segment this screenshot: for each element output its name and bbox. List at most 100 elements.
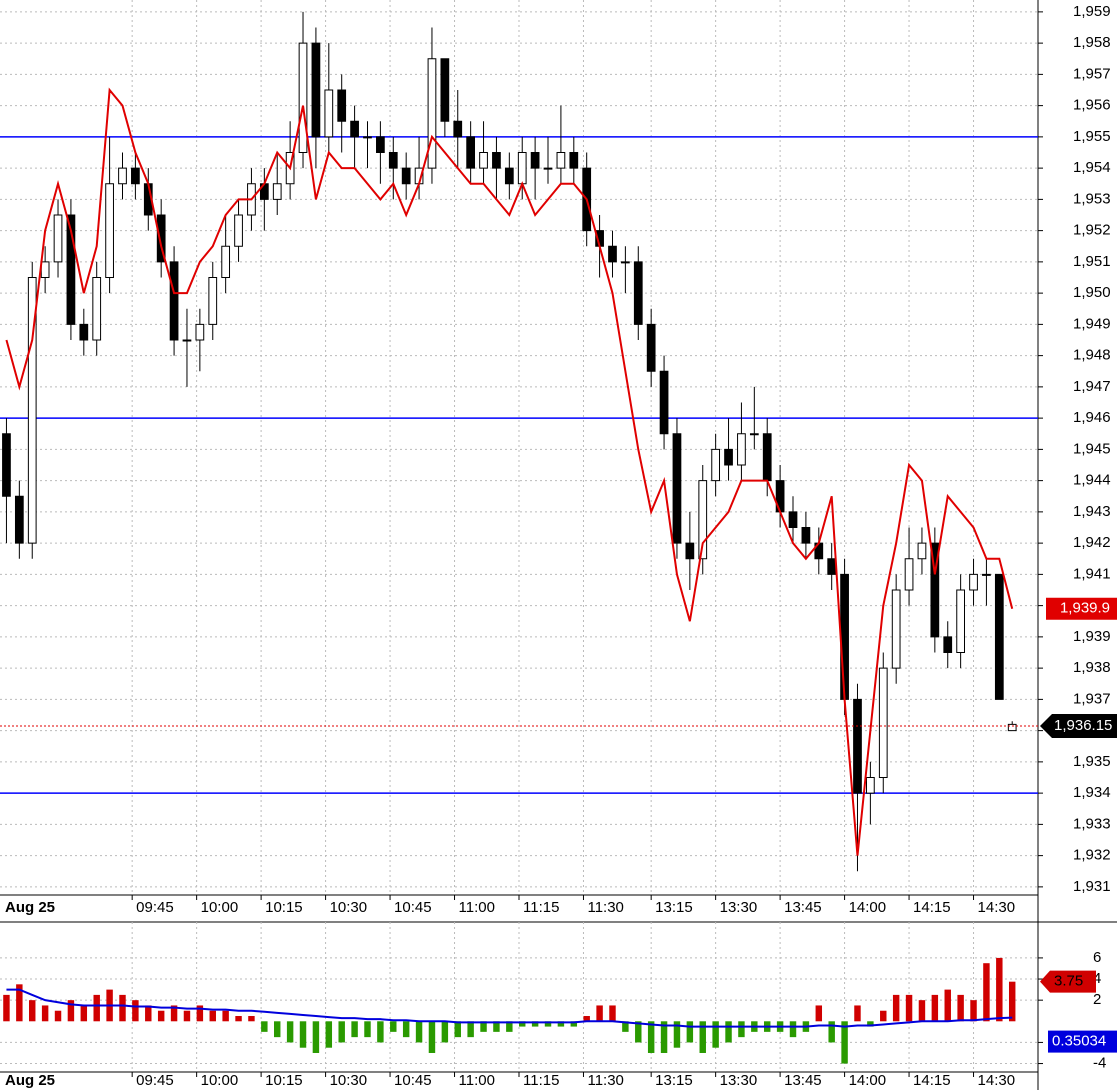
candle-body [401,167,411,185]
x-tick-label: 13:30 [720,899,758,916]
x-tick-label: 13:15 [655,899,693,916]
candle-body [440,58,450,122]
x-tick-label: 10:30 [330,899,368,916]
y-tick-label: 1,953 [1073,190,1111,207]
x-tick-label: 10:15 [265,899,303,916]
x-tick-label: 09:45 [136,899,174,916]
histogram-bar [67,1000,75,1022]
histogram-bar [157,1010,165,1022]
candle-body [943,636,953,653]
candle-body [195,323,205,341]
histogram-bar [622,1021,629,1032]
histogram-bar [635,1021,642,1043]
histogram-bar [970,1000,977,1022]
candle-body [608,245,617,263]
histogram-bar [274,1021,281,1038]
candle-body [517,152,527,185]
x-tick-label: 13:45 [784,899,822,916]
histogram-bar [248,1016,255,1022]
y-tick-label: -4 [1093,1055,1106,1072]
candle-body [543,167,553,170]
value-label: 0.35034 [1052,1033,1106,1050]
y-tick-label: 1,957 [1073,65,1111,82]
histogram-bar [235,1016,242,1022]
panel: 642-2-409:4510:0010:1510:3010:4511:0011:… [0,922,1117,1089]
histogram-bar [351,1021,358,1038]
histogram-bar [506,1021,513,1032]
y-tick-label: 1,931 [1073,878,1111,895]
y-tick-label: 1,945 [1073,440,1111,457]
histogram-bar [841,1021,848,1064]
y-tick-label: 1,958 [1073,34,1111,51]
histogram-bar [570,1021,578,1027]
candle-body [917,542,927,560]
candle-body [131,167,140,185]
histogram-bar [699,1021,706,1053]
histogram-bar [557,1021,565,1027]
histogram-bar [93,994,100,1022]
candle-body [878,667,888,778]
candle-body [711,448,721,482]
y-tick-label: 1,935 [1073,753,1111,770]
histogram-bar [712,1021,719,1048]
candle-body [930,542,940,638]
histogram-bar [480,1021,487,1032]
y-tick-label: 1,937 [1073,690,1111,707]
value-label-box [1040,970,1096,993]
histogram-bar [983,963,990,1022]
candle-body [698,480,708,560]
histogram-bar [660,1021,668,1053]
x-tick-label: 11:30 [587,1072,623,1089]
histogram-bar [892,994,900,1022]
x-tick-label: 13:30 [720,1072,758,1089]
candle-body [479,152,488,169]
candle-body [156,214,166,263]
histogram-bar [867,1021,874,1027]
histogram-bar [54,1010,62,1022]
histogram-bar [80,1005,88,1022]
x-tick-label: 10:00 [201,1072,239,1089]
candle-body [182,339,192,342]
candle-body [388,152,398,169]
histogram-bar [789,1021,797,1038]
x-tick-label: 11:00 [459,1072,495,1089]
histogram-bar [377,1021,384,1043]
value-label-box [1048,1030,1117,1053]
histogram-bar [3,994,10,1022]
candle-body [956,589,966,653]
y-tick-label: 1,932 [1073,847,1111,864]
current-price-box [1040,713,1117,738]
y-tick-label: 1,948 [1073,347,1111,364]
x-tick-label: 10:00 [201,899,239,916]
candle-body [994,573,1004,700]
histogram-bar [854,1005,861,1022]
x-tick-label: 14:15 [913,899,951,916]
candle-body [427,58,437,169]
candle-body [891,589,901,669]
candle-body [530,152,540,169]
candle-body [1007,723,1017,732]
candle-body [272,183,282,200]
histogram-bar [390,1021,397,1032]
histogram-bar [583,1016,590,1022]
candle-body [749,433,759,436]
histogram-bar [596,1005,603,1022]
y-tick-label: 1,955 [1073,128,1111,145]
histogram-bar [686,1021,694,1043]
histogram-bar [209,1010,216,1022]
x-tick-label: 14:15 [913,1072,951,1089]
x-tick-label: 14:00 [849,1072,887,1089]
histogram-bar [16,984,23,1022]
x-tick-label: 11:00 [459,899,495,916]
candle-body [504,167,514,185]
histogram-bar [132,1000,139,1022]
candle-body [14,495,24,544]
y-tick-label: 1,947 [1073,378,1111,395]
value-label: 1,939.9 [1060,600,1110,617]
x-tick-label: 10:15 [265,1072,303,1089]
candle-body [466,136,476,169]
histogram-bar [905,994,913,1022]
y-tick-label: 1,933 [1073,815,1111,832]
histogram-bar [312,1021,320,1053]
